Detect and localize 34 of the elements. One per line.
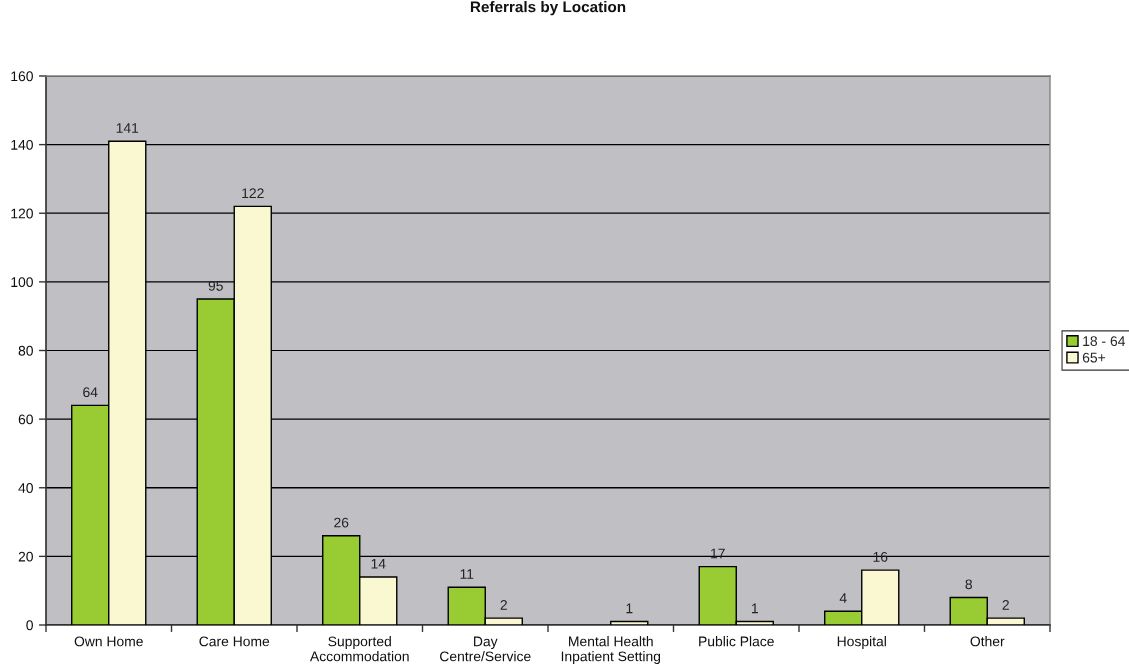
y-tick-label: 20 xyxy=(18,551,33,562)
y-tick-label: 100 xyxy=(11,277,33,288)
x-tick-label: Care Home xyxy=(199,636,270,647)
x-tick-label: Hospital xyxy=(837,636,886,650)
chart-title: Referrals by Location xyxy=(470,1,626,16)
x-tick-label: Other xyxy=(970,636,1005,647)
data-label: 26 xyxy=(334,517,349,528)
data-label: 8 xyxy=(965,579,972,590)
data-label: 11 xyxy=(460,569,474,579)
data-label: 1 xyxy=(626,603,633,614)
y-tick-label: 40 xyxy=(18,483,33,493)
data-label: 2 xyxy=(1002,600,1009,610)
x-tick-label: Public Place xyxy=(699,636,774,647)
bar xyxy=(610,620,649,625)
legend-label: 65+ xyxy=(1082,352,1106,363)
y-tick-label: 140 xyxy=(11,139,33,150)
data-label: 14 xyxy=(371,558,386,569)
data-label: 64 xyxy=(83,387,98,398)
data-label: 141 xyxy=(116,123,139,133)
data-label: 95 xyxy=(208,280,223,291)
x-tick-label: Supported Accommodation xyxy=(309,636,409,662)
data-label: 1 xyxy=(751,603,758,614)
y-tick-label: 160 xyxy=(11,71,33,82)
y-tick-label: 0 xyxy=(26,620,33,631)
x-tick-label: Mental Health Inpatient Setting xyxy=(561,636,661,665)
x-tick-label: Day Centre/Service xyxy=(440,636,531,662)
x-tick-label: Own Home xyxy=(74,636,143,647)
data-label: 2 xyxy=(500,600,507,610)
data-label: 122 xyxy=(242,188,264,198)
y-tick-label: 80 xyxy=(18,345,33,356)
y-tick-label: 120 xyxy=(11,208,33,219)
data-label: 4 xyxy=(839,593,847,603)
legend-label: 18 - 64 xyxy=(1083,336,1126,347)
y-tick-label: 60 xyxy=(18,414,33,425)
